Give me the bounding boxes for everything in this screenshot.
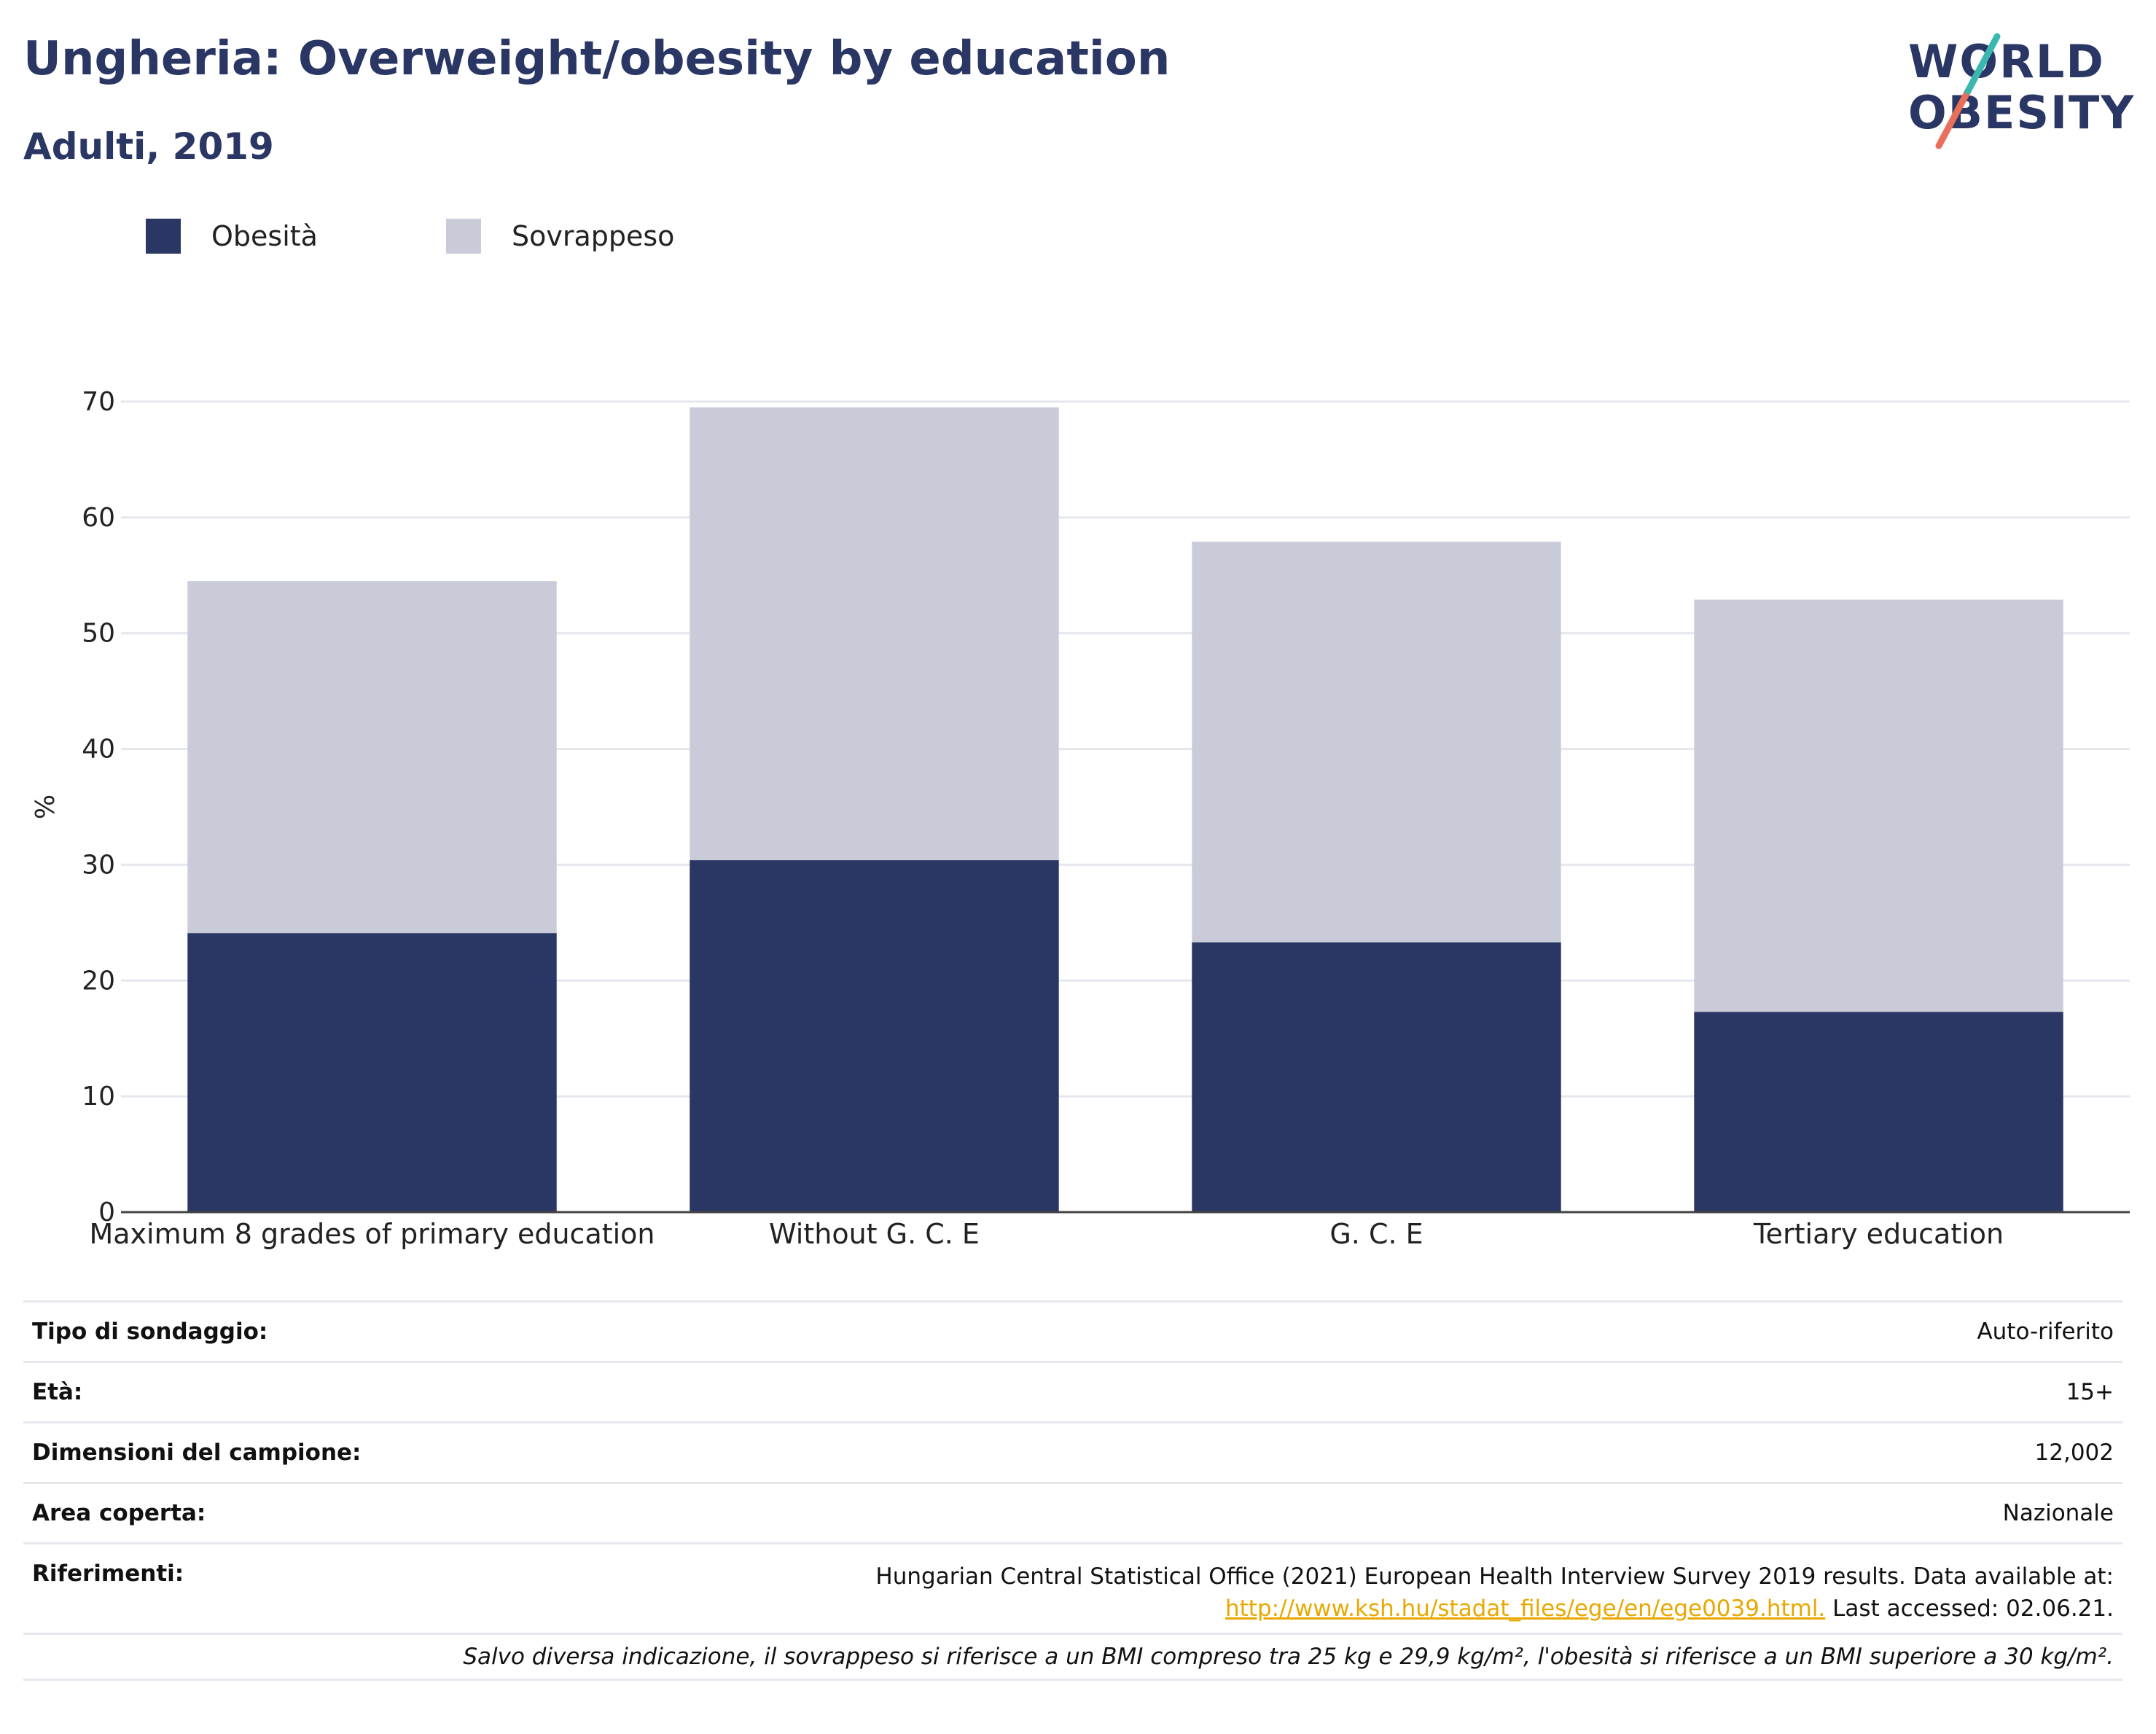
info-label: Riferimenti:: [32, 1561, 184, 1587]
x-tick-label: Maximum 8 grades of primary education: [89, 1218, 655, 1250]
info-row-sample-size: Dimensioni del campione: 12,002: [23, 1421, 2122, 1482]
world-obesity-logo: WORLD OBESITY: [1895, 22, 2143, 160]
y-tick-labels: 0 10 20 30 40 50 60 70: [82, 387, 115, 1227]
chart-title: Ungheria: Overweight/obesity by educatio…: [23, 32, 1171, 86]
logo-slash-icon: [1935, 33, 2001, 149]
x-tick-labels: Maximum 8 grades of primary education Wit…: [89, 1218, 2004, 1250]
bar-overweight: [1694, 599, 2063, 1012]
legend-item-overweight: Sovrappeso: [446, 219, 674, 254]
bar-overweight: [1192, 542, 1561, 942]
info-row-note: Salvo diversa indicazione, il sovrappeso…: [23, 1633, 2122, 1681]
info-label: Tipo di sondaggio:: [32, 1319, 268, 1345]
bar-obesity: [187, 933, 557, 1212]
legend-label-overweight: Sovrappeso: [512, 220, 675, 252]
legend-label-obesity: Obesità: [211, 220, 318, 252]
y-tick-label: 40: [82, 735, 115, 765]
survey-info-table: Tipo di sondaggio: Auto-riferito Età: 15…: [23, 1300, 2122, 1681]
info-value: Auto-riferito: [1977, 1319, 2114, 1345]
info-row-age: Età: 15+: [23, 1361, 2122, 1421]
y-tick-label: 20: [82, 966, 115, 996]
x-tick-label: Without G. C. E: [769, 1218, 980, 1250]
info-label: Area coperta:: [32, 1500, 206, 1526]
info-label: Età:: [32, 1379, 83, 1405]
references-line: Hungarian Central Statistical Office (20…: [875, 1563, 2114, 1590]
info-value: 15+: [2066, 1379, 2114, 1405]
info-row-references: Riferimenti: Hungarian Central Statistic…: [23, 1542, 2122, 1633]
info-value: 12,002: [2034, 1440, 2114, 1466]
bar-obesity: [1192, 942, 1561, 1212]
references-text: Hungarian Central Statistical Office (20…: [875, 1561, 2114, 1625]
info-row-survey-type: Tipo di sondaggio: Auto-riferito: [23, 1300, 2122, 1361]
bar-obesity: [690, 860, 1059, 1212]
stacked-bar-chart: 0 10 20 30 40 50 60 70 Maximum 8 grades of prim…: [31, 387, 2130, 1250]
references-accessed: Last accessed: 02.06.21.: [1825, 1596, 2114, 1622]
bar-obesity: [1694, 1012, 2063, 1212]
info-row-area: Area coperta: Nazionale: [23, 1482, 2122, 1542]
legend-item-obesity: Obesità: [146, 219, 318, 254]
chart-subtitle: Adulti, 2019: [23, 125, 274, 168]
logo-word-world: WORLD: [1908, 35, 2105, 88]
x-tick-label: Tertiary education: [1753, 1218, 2004, 1250]
y-tick-label: 50: [82, 619, 115, 649]
legend-swatch-overweight: [446, 219, 481, 254]
bar-overweight: [187, 581, 557, 934]
y-axis-label: %: [31, 794, 60, 819]
bmi-definition-note: Salvo diversa indicazione, il sovrappeso…: [463, 1644, 2114, 1670]
y-tick-label: 60: [82, 503, 115, 533]
bars: [187, 407, 2063, 1212]
references-link[interactable]: http://www.ksh.hu/stadat_files/ege/en/eg…: [1225, 1596, 1826, 1622]
info-label: Dimensioni del campione:: [32, 1440, 362, 1466]
bar-overweight: [690, 407, 1059, 861]
y-tick-label: 10: [82, 1082, 115, 1112]
y-tick-label: 70: [82, 387, 115, 417]
info-value: Nazionale: [2002, 1500, 2114, 1526]
y-tick-label: 0: [98, 1198, 115, 1227]
legend-swatch-obesity: [146, 219, 181, 254]
x-tick-label: G. C. E: [1329, 1218, 1423, 1250]
y-tick-label: 30: [82, 850, 115, 880]
